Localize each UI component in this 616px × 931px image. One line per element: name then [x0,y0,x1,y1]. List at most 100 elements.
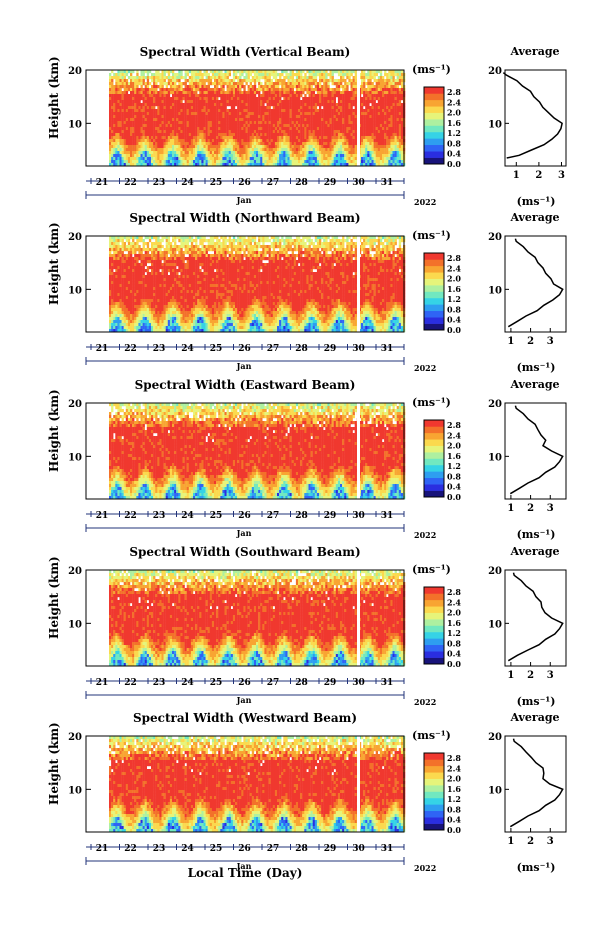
average-x-tick-label: 3 [547,670,554,681]
average-y-tick-label: 10 [488,619,502,630]
colorbar-tick-label: 1.6 [447,784,461,794]
year-label: 2022 [414,363,436,373]
plot-frame [85,735,405,833]
plot-frame [85,569,405,667]
colorbar-unit: (ms⁻¹) [412,396,451,409]
x-tick-label: 26 [238,844,251,854]
average-x-label: (ms⁻¹) [506,195,566,208]
colorbar-tick-label: 2.4 [447,763,461,773]
x-tick-label: 29 [324,178,337,188]
average-x-label: (ms⁻¹) [506,861,566,874]
colorbar [424,587,444,665]
x-tick-label: 21 [96,844,109,854]
colorbar-tick-label: 1.6 [447,118,461,128]
y-tick-label: 10 [68,285,82,296]
month-label: Jan [232,195,256,205]
x-tick-label: 28 [295,511,308,521]
chart-title: Spectral Width (Southward Beam) [86,545,404,559]
x-tick-label: 24 [181,678,194,688]
x-tick-label: 24 [181,344,194,354]
spectral-width-panel: Spectral Width (Vertical Beam) Height (km… [0,45,616,211]
colorbar-tick-label: 1.2 [447,628,461,638]
average-profile-line [507,572,564,662]
average-title: Average [505,378,565,391]
x-tick-label: 26 [238,344,251,354]
x-tick-label: 25 [210,678,223,688]
month-label: Jan [232,361,256,371]
x-tick-label: 26 [238,511,251,521]
x-tick-label: 22 [124,178,137,188]
colorbar-tick-label: 0.4 [447,815,461,825]
average-title: Average [505,45,565,58]
average-y-tick-label: 20 [488,66,502,77]
x-tick-label: 27 [267,678,280,688]
average-profile-line [509,738,564,828]
colorbar-frame [423,252,445,331]
colorbar-tick-label: 0.8 [447,638,461,648]
colorbar-tick-label: 1.6 [447,618,461,628]
x-tick-label: 31 [381,344,394,354]
average-x-label: (ms⁻¹) [506,361,566,374]
average-x-label: (ms⁻¹) [506,695,566,708]
x-tick-label: 24 [181,178,194,188]
data-gap [357,236,360,332]
year-label: 2022 [414,697,436,707]
average-x-tick-label: 1 [513,170,520,181]
average-x-tick-label: 3 [547,836,554,847]
colorbar-tick-label: 0.4 [447,482,461,492]
x-tick-label: 25 [210,844,223,854]
colorbar-tick-label: 2.8 [447,420,461,430]
colorbar-tick-label: 2.0 [447,274,461,284]
chart-title: Spectral Width (Westward Beam) [86,711,404,725]
x-tick-label: 21 [96,178,109,188]
colorbar-tick-label: 0.8 [447,138,461,148]
colorbar-tick-label: 0.0 [447,325,461,335]
average-x-tick-label: 3 [547,503,554,514]
x-tick-label: 24 [181,511,194,521]
spectral-width-panel: Spectral Width (Westward Beam) Height (km… [0,711,616,877]
average-frame [504,69,567,167]
average-y-tick-label: 10 [488,785,502,796]
x-tick-label: 30 [352,844,365,854]
data-gap [357,70,360,166]
month-label: Jan [232,695,256,705]
average-frame [504,402,567,500]
x-tick-label: 27 [267,344,280,354]
x-tick-label: 30 [352,344,365,354]
average-x-tick-label: 3 [547,336,554,347]
data-gap [357,736,360,832]
heatmap-cells [109,403,406,500]
colorbar-tick-label: 0.8 [447,471,461,481]
x-tick-label: 30 [352,511,365,521]
average-x-tick-label: 1 [507,836,514,847]
colorbar-tick-label: 0.4 [447,149,461,159]
x-tick-label: 31 [381,678,394,688]
chart-title: Spectral Width (Northward Beam) [86,211,404,225]
x-tick-label: 28 [295,844,308,854]
data-gap [357,403,360,499]
colorbar-tick-label: 2.4 [447,597,461,607]
x-tick-label: 27 [267,178,280,188]
heatmap-cells [109,70,406,167]
average-profile-line [502,72,563,159]
colorbar-tick-label: 0.8 [447,804,461,814]
chart-title: Spectral Width (Eastward Beam) [86,378,404,392]
heatmap-cells [109,236,406,333]
average-x-tick-label: 2 [527,503,534,514]
y-tick-label: 20 [68,566,82,577]
average-y-tick-label: 10 [488,285,502,296]
x-tick-label: 21 [96,344,109,354]
data-gap [357,570,360,666]
x-tick-label: 28 [295,678,308,688]
x-tick-label: 21 [96,511,109,521]
average-y-tick-label: 10 [488,119,502,130]
x-tick-label: 25 [210,178,223,188]
x-tick-label: 29 [324,844,337,854]
average-x-label: (ms⁻¹) [506,528,566,541]
x-tick-label: 30 [352,178,365,188]
x-axis-title: Local Time (Day) [86,866,404,880]
colorbar-tick-label: 2.4 [447,263,461,273]
